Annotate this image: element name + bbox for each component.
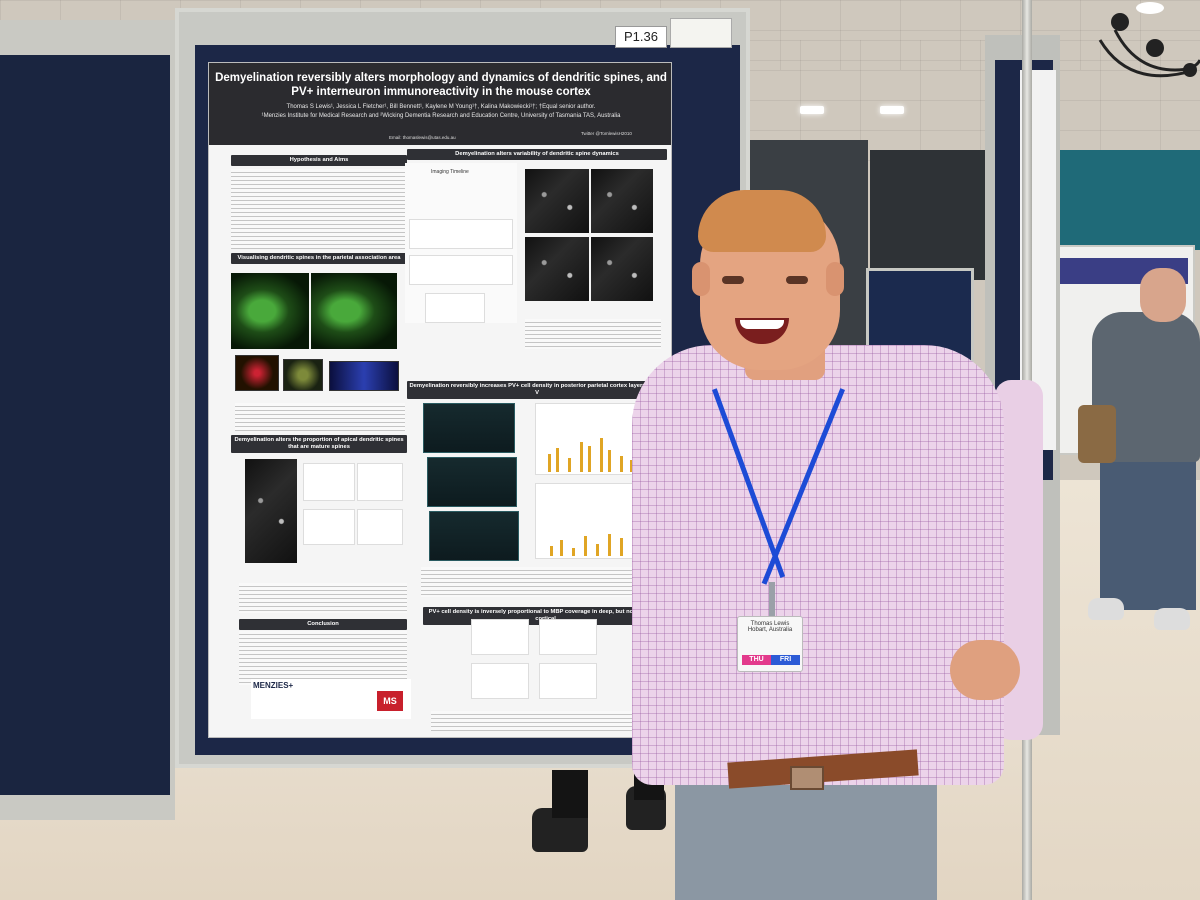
poster-title: Demyelination reversibly alters morpholo… — [215, 72, 667, 99]
section-hypothesis: Hypothesis and Aims — [231, 155, 407, 167]
apical-caption — [239, 583, 407, 613]
poster-header: Demyelination reversibly alters morpholo… — [209, 63, 671, 145]
eye — [786, 276, 808, 284]
shoe-icon — [1154, 608, 1190, 630]
shirt — [632, 345, 1004, 785]
variability-caption — [525, 319, 661, 349]
bar — [584, 536, 587, 556]
bar-chart — [409, 219, 513, 249]
microscopy-image — [329, 361, 399, 391]
bar-chart — [409, 255, 513, 285]
dark-wall-2 — [870, 150, 990, 280]
bar — [588, 446, 591, 472]
microscopy-image — [311, 273, 397, 349]
microscopy-image — [283, 359, 323, 391]
bar — [556, 448, 559, 472]
bar — [608, 450, 611, 472]
poster-authors: Thomas S Lewis¹, Jessica L Fletcher¹, Bi… — [286, 103, 596, 110]
name-badge: Thomas Lewis Hobart, Australia THU FRI — [737, 616, 803, 672]
spine-image — [591, 237, 653, 301]
bar — [620, 456, 623, 472]
cortex-image — [427, 457, 517, 507]
section-apical-spines: Demyelination alters the proportion of a… — [231, 435, 407, 454]
imaging-timeline-label: Imaging Timeline — [431, 169, 469, 175]
scatter-plot — [471, 663, 529, 699]
lanyard-clip — [769, 582, 775, 616]
bar-chart — [357, 463, 403, 501]
ceiling-light — [880, 106, 904, 114]
left-board — [0, 55, 170, 795]
hypothesis-text — [231, 169, 407, 249]
badge-day-tags: THU FRI — [742, 655, 800, 665]
teal-wall — [1055, 150, 1200, 250]
bar — [550, 546, 553, 556]
board-number-label: P1.36 — [615, 26, 667, 48]
bystander-head — [1140, 268, 1186, 322]
figure-caption — [235, 403, 405, 431]
bar — [630, 460, 633, 472]
bar-chart-pv-density — [535, 403, 645, 475]
hair — [698, 190, 826, 252]
ms-logo: MS — [377, 691, 403, 711]
research-poster: Demyelination reversibly alters morpholo… — [208, 62, 672, 738]
bar-chart-mbp — [535, 483, 645, 559]
bystander-bag — [1078, 405, 1116, 463]
scatter-plot — [539, 663, 597, 699]
scatter-plot — [539, 619, 597, 655]
microscopy-image — [235, 355, 279, 391]
spine-image — [525, 237, 589, 301]
belt-buckle — [790, 766, 824, 790]
section-conclusion: Conclusion — [239, 619, 407, 631]
bar — [572, 548, 575, 556]
bar — [568, 458, 571, 472]
scatter-plot — [471, 619, 529, 655]
bar — [620, 538, 623, 556]
cortex-image — [429, 511, 519, 561]
dendrite-image-grid — [245, 459, 297, 563]
imaging-timeline-panel: Imaging Timeline — [405, 163, 517, 323]
board-sticker — [670, 18, 732, 48]
section-visualising: Visualising dendritic spines in the pari… — [231, 253, 407, 265]
background-leg — [552, 770, 588, 818]
conclusion-text — [239, 631, 407, 685]
bar-chart — [303, 463, 355, 501]
cortex-image — [423, 403, 515, 453]
bystander-jeans — [1100, 445, 1196, 610]
bar — [596, 544, 599, 556]
menzies-logo: MENZIES+ — [253, 681, 294, 690]
badge-name: Thomas Lewis — [750, 621, 790, 627]
eye — [722, 276, 744, 284]
spine-image — [591, 169, 653, 233]
poster-twitter: Twitter @TomlewisH2010 — [581, 131, 632, 136]
badge-tag-fri: FRI — [771, 655, 800, 665]
logo-strip: MENZIES+ MS — [251, 679, 411, 719]
bar — [608, 534, 611, 556]
teeth — [740, 320, 784, 329]
ceiling-light — [800, 106, 824, 114]
pv-caption — [421, 567, 667, 597]
section-variability: Demyelination alters variability of dend… — [407, 149, 667, 161]
bar-chart — [357, 509, 403, 545]
shoe-icon — [1088, 598, 1124, 620]
microscopy-image — [231, 273, 309, 349]
chandelier-icon — [1095, 0, 1200, 110]
bar — [600, 438, 603, 472]
bar — [560, 540, 563, 556]
bar-chart — [303, 509, 355, 545]
arm-reflection — [950, 640, 1020, 700]
badge-affiliation: Hobart, Australia — [747, 627, 793, 633]
poster-affiliation: ¹Menzies Institute for Medical Research … — [261, 112, 621, 119]
section-pv-density: Demyelination reversibly increases PV+ c… — [407, 381, 667, 400]
mbp-caption — [431, 711, 661, 731]
poster-email: Email: thomaslewis@utas.edu.au — [389, 135, 456, 140]
ear — [692, 262, 710, 296]
bar — [548, 454, 551, 472]
spine-image — [525, 169, 589, 233]
line-chart — [425, 293, 485, 323]
bar — [580, 442, 583, 472]
badge-tag-thu: THU — [742, 655, 771, 665]
ear — [826, 262, 844, 296]
